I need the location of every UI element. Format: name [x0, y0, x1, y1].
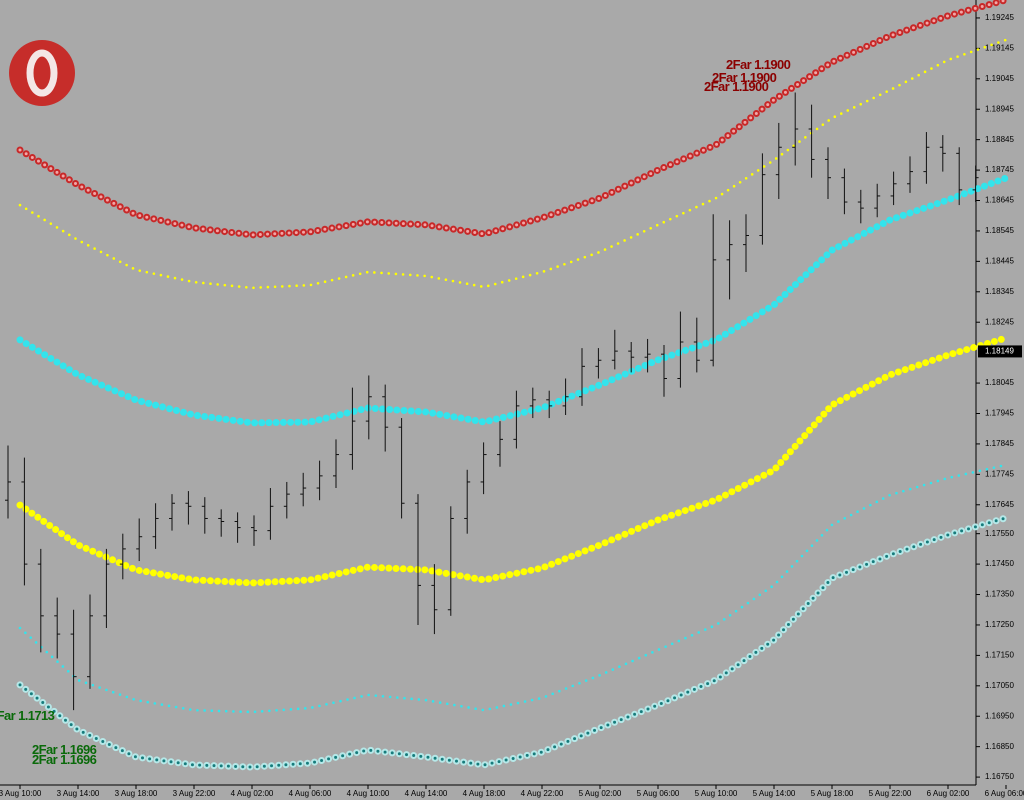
x-tick-label: 3 Aug 10:00 — [0, 789, 42, 798]
x-tick-label: 5 Aug 02:00 — [579, 789, 622, 798]
x-tick-label: 3 Aug 22:00 — [173, 789, 216, 798]
y-tick-label: 1.17050 — [985, 681, 1014, 690]
y-tick-label: 1.18345 — [985, 287, 1014, 296]
annotation: 2Far 1.1696 — [32, 742, 97, 757]
x-tick-label: 3 Aug 18:00 — [115, 789, 158, 798]
annotation: 2Far 1.1713 — [0, 708, 55, 723]
x-tick-label: 4 Aug 14:00 — [405, 789, 448, 798]
y-tick-label: 1.18545 — [985, 226, 1014, 235]
y-tick-label: 1.18645 — [985, 196, 1014, 205]
x-tick-label: 4 Aug 18:00 — [463, 789, 506, 798]
band-line — [16, 174, 1010, 427]
y-tick-label: 1.18245 — [985, 317, 1014, 326]
y-tick-label: 1.17250 — [985, 620, 1014, 629]
y-tick-label: 1.17945 — [985, 409, 1014, 418]
logo — [9, 40, 75, 106]
x-tick-label: 5 Aug 06:00 — [637, 789, 680, 798]
annotation: 2Far 1.1696 — [32, 752, 97, 767]
band-core — [18, 516, 1008, 769]
y-tick-label: 1.17845 — [985, 439, 1014, 448]
y-tick-label: 1.18445 — [985, 256, 1014, 265]
x-tick-label: 5 Aug 10:00 — [695, 789, 738, 798]
x-tick-label: 4 Aug 10:00 — [347, 789, 390, 798]
y-tick-label: 1.17645 — [985, 500, 1014, 509]
y-tick-label: 1.16850 — [985, 742, 1014, 751]
annotation: 2Far 1.1900 — [712, 70, 777, 85]
x-tick-label: 3 Aug 14:00 — [57, 789, 100, 798]
band-line — [18, 38, 1008, 290]
band-line — [18, 463, 1008, 714]
logo-circle — [9, 40, 75, 106]
y-tick-label: 1.19045 — [985, 74, 1014, 83]
current-price-box — [978, 345, 1022, 358]
y-tick-label: 1.17150 — [985, 650, 1014, 659]
band-line — [16, 334, 1010, 587]
x-tick-label: 4 Aug 06:00 — [289, 789, 332, 798]
annotation: 2Far 1.1900 — [726, 57, 791, 72]
y-tick-label: 1.18845 — [985, 135, 1014, 144]
y-tick-label: 1.19245 — [985, 13, 1014, 22]
x-tick-label: 5 Aug 22:00 — [869, 789, 912, 798]
y-tick-label: 1.18745 — [985, 165, 1014, 174]
y-tick-label: 1.17550 — [985, 529, 1014, 538]
annotation: 2Far 1.1900 — [704, 79, 769, 94]
y-tick-label: 1.18945 — [985, 104, 1014, 113]
x-tick-label: 4 Aug 22:00 — [521, 789, 564, 798]
y-tick-label: 1.17450 — [985, 559, 1014, 568]
band-core — [18, 0, 1008, 237]
x-tick-label: 5 Aug 14:00 — [753, 789, 796, 798]
y-tick-label: 1.19145 — [985, 43, 1014, 52]
x-tick-label: 6 Aug 02:00 — [927, 789, 970, 798]
x-tick-label: 6 Aug 06:00 — [985, 789, 1024, 798]
y-tick-label: 1.16950 — [985, 711, 1014, 720]
current-price-label: 1.18149 — [985, 347, 1014, 356]
y-tick-label: 1.17350 — [985, 590, 1014, 599]
y-tick-label: 1.16750 — [985, 772, 1014, 781]
logo-glyph — [26, 49, 58, 97]
price-bars — [5, 92, 979, 711]
y-tick-label: 1.17745 — [985, 469, 1014, 478]
y-tick-label: 1.18045 — [985, 378, 1014, 387]
bands — [16, 0, 1010, 771]
x-tick-label: 4 Aug 02:00 — [231, 789, 274, 798]
x-tick-label: 5 Aug 18:00 — [811, 789, 854, 798]
